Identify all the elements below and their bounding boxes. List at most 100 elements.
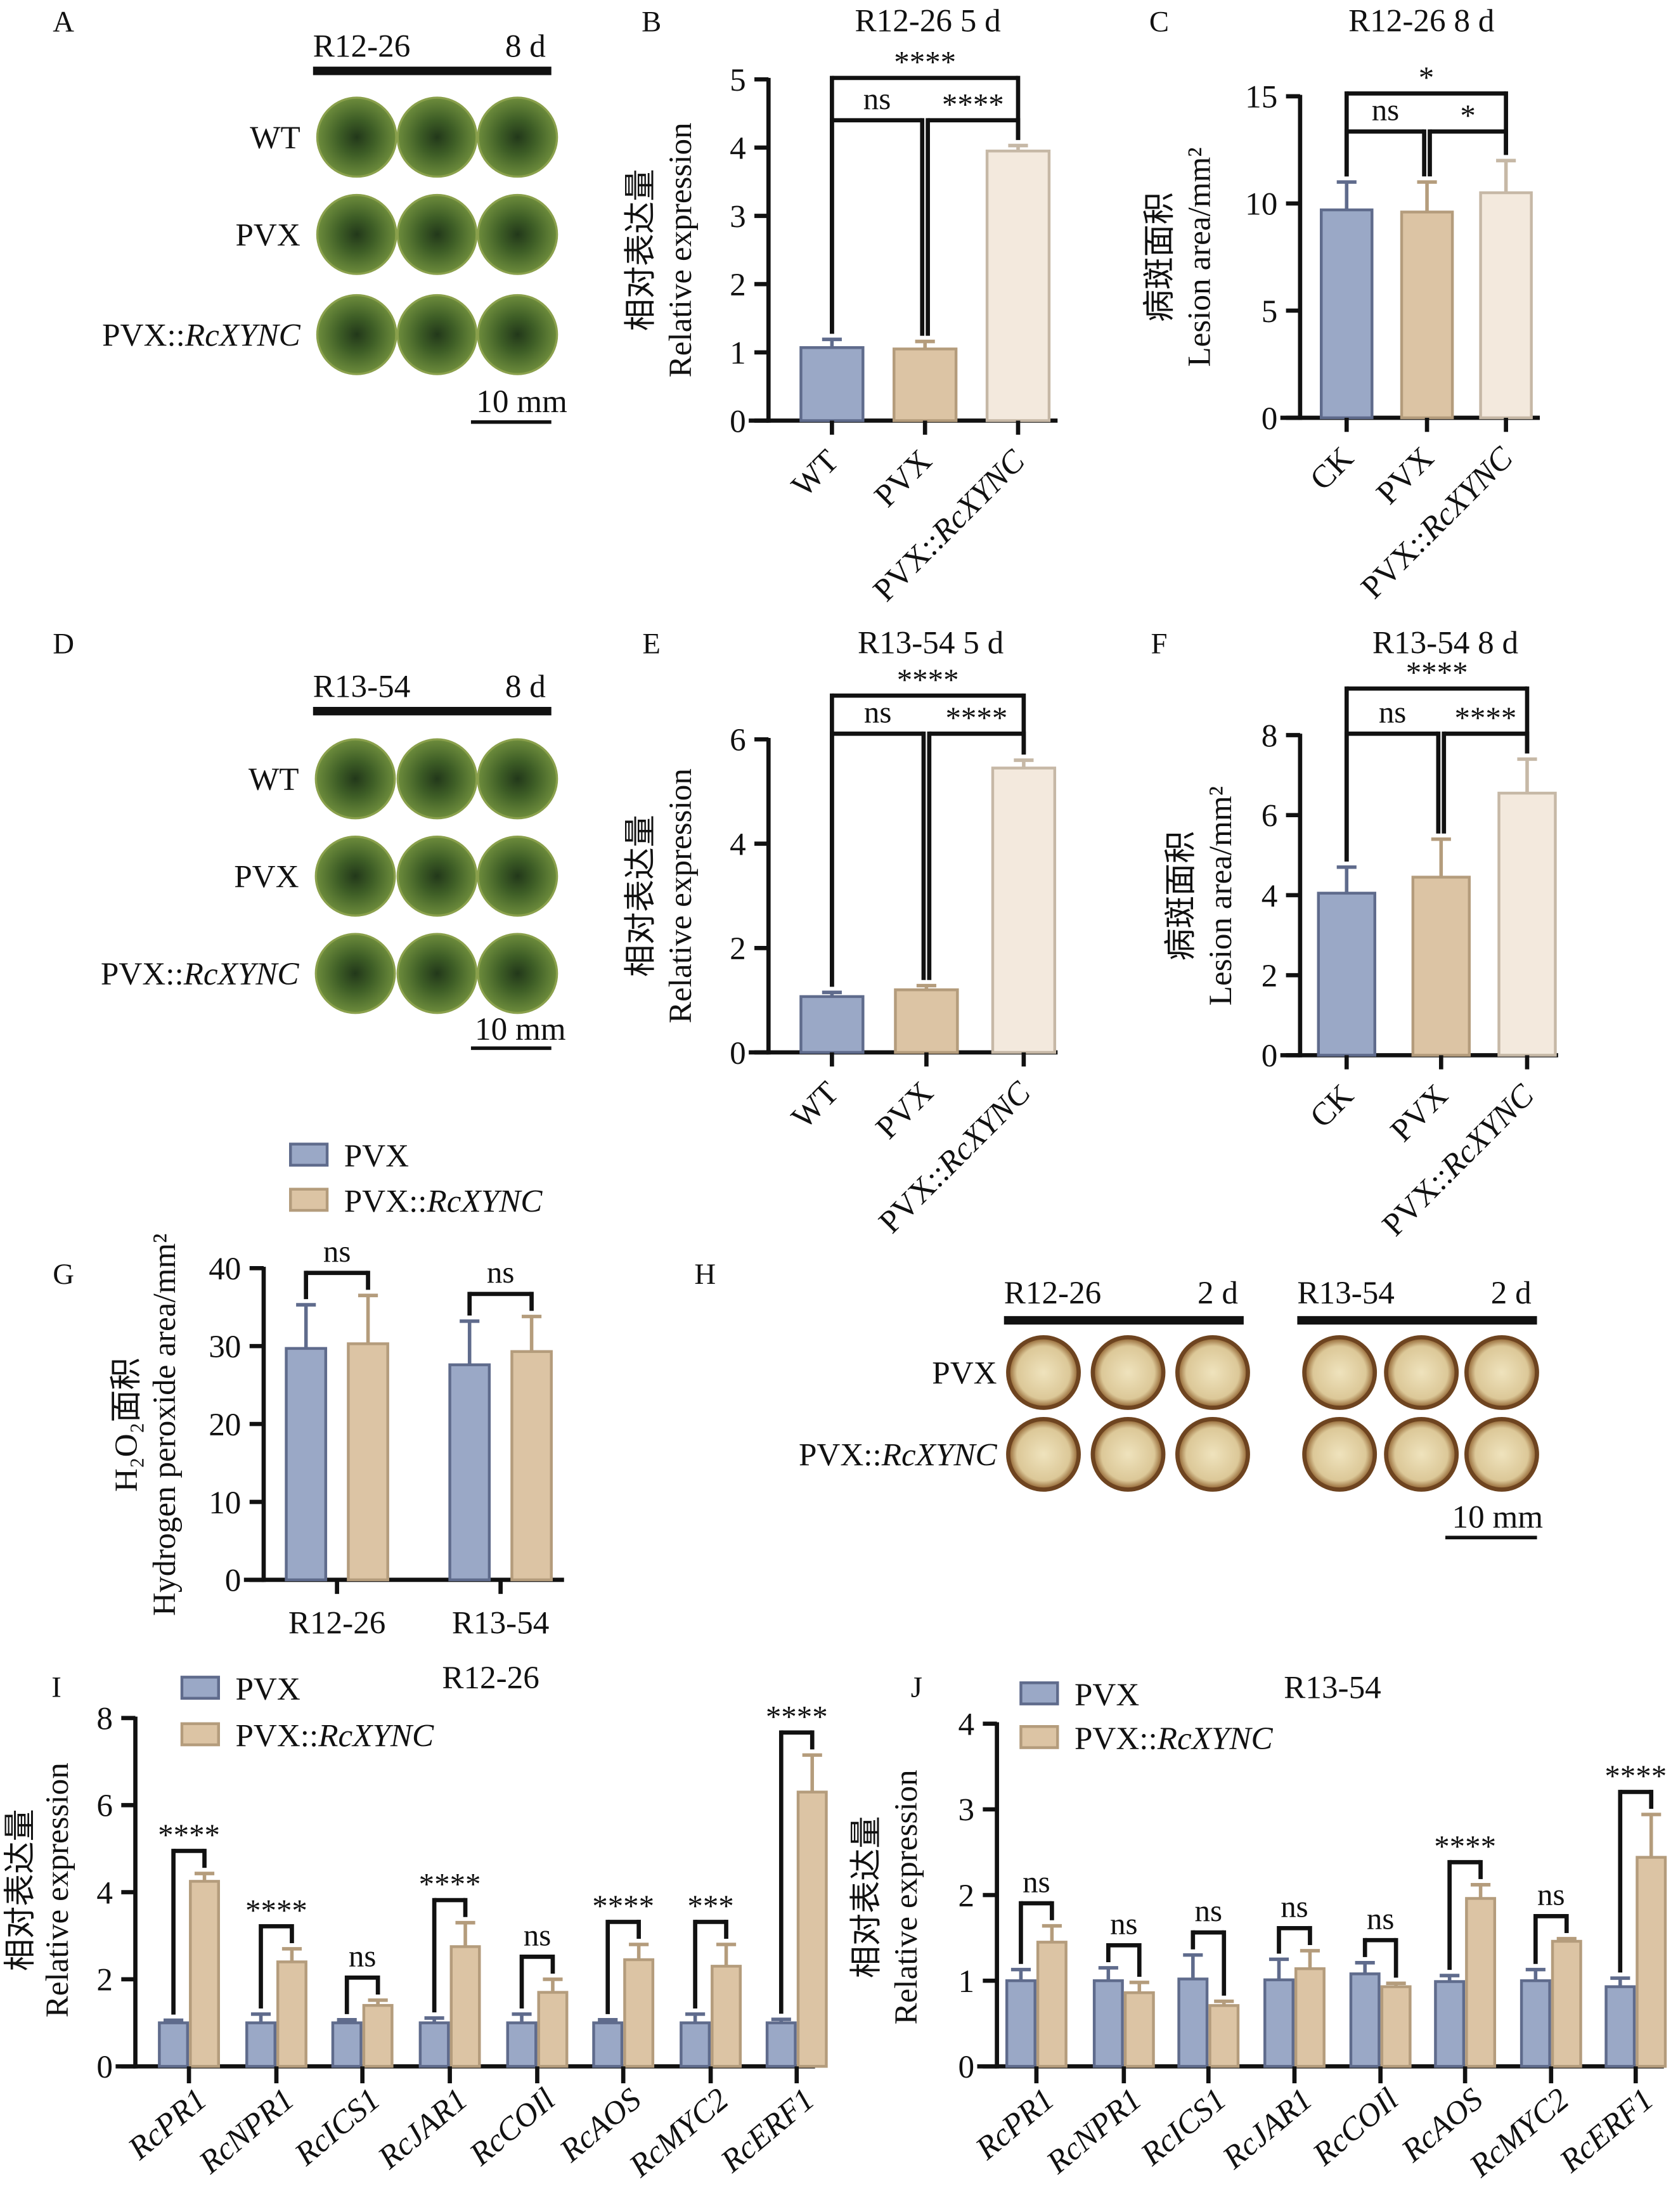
y-tick-label: 8: [1262, 718, 1278, 754]
time-label: 2 d: [1197, 1275, 1238, 1311]
significance-label: *: [1460, 98, 1475, 133]
bar: [510, 1350, 553, 1582]
bar: [1636, 1856, 1667, 2068]
bar: [331, 2021, 363, 2068]
y-tick-label: 4: [730, 131, 746, 167]
significance-label: *: [1419, 60, 1434, 95]
significance-label: ns: [1537, 1877, 1565, 1912]
x-tick-label: RcERF1: [1552, 2081, 1660, 2180]
significance-label: ****: [592, 1889, 654, 1924]
isolate-label: R13-54: [1297, 1275, 1394, 1311]
bar: [449, 1945, 481, 2068]
scale-bar-label: 10 mm: [1452, 1499, 1544, 1536]
panel-letter: G: [53, 1258, 74, 1291]
y-tick-label: 5: [730, 62, 746, 98]
significance-label: ****: [945, 700, 1007, 735]
x-tick-label: PVX: [867, 443, 939, 514]
stained-leaf-disc-photo: [1384, 1416, 1459, 1492]
y-axis-label: Relative expression: [888, 1769, 924, 2024]
chart-title: R12-26: [442, 1660, 539, 1696]
bar: [285, 1347, 328, 1582]
significance-label: ns: [1023, 1864, 1050, 1899]
y-axis-label-cn: 相对表达量: [623, 815, 659, 977]
leaf-disc-photo: [314, 738, 396, 820]
bar: [276, 1960, 307, 2068]
legend-swatch: [180, 1676, 221, 1700]
bar: [1479, 191, 1533, 420]
bar: [796, 1790, 828, 2068]
chart-panel-G: 0 10 20 30 40 H₂O₂面积 Hydrogen peroxide area/mm…: [53, 1138, 564, 1641]
stained-leaf-disc-photo: [1302, 1335, 1378, 1410]
chart-title: R12-26 8 d: [1348, 3, 1494, 39]
bar: [158, 2021, 190, 2068]
legend-swatch: [180, 1722, 221, 1747]
y-tick-label: 2: [958, 1878, 974, 1914]
y-tick-label: 0: [1262, 1038, 1278, 1074]
bar: [1434, 1980, 1466, 2068]
significance-label: ns: [1281, 1889, 1308, 1924]
legend-label: PVX::RcXYNC: [344, 1183, 543, 1219]
row-label: PVX::RcXYNC: [102, 318, 301, 354]
y-tick-label: 8: [96, 1701, 113, 1737]
leaf-disc-photo: [316, 193, 397, 275]
significance-label: ****: [1434, 1828, 1496, 1863]
y-axis-label-cn: 病斑面积: [1142, 192, 1178, 322]
row-label: PVX: [234, 859, 299, 895]
x-tick-label: RcJAR1: [371, 2081, 475, 2176]
y-axis-label-cn: 相对表达量: [623, 169, 659, 331]
row-label: PVX::RcXYNC: [799, 1437, 998, 1473]
x-tick-label: RcNPR1: [1039, 2081, 1148, 2182]
bar: [1177, 1977, 1209, 2068]
significance-label: ns: [349, 1939, 377, 1974]
bar: [799, 995, 865, 1054]
bar: [985, 149, 1051, 422]
y-tick-label: 0: [730, 403, 746, 439]
chart-title: R13-54: [1284, 1670, 1381, 1706]
panel-letter: C: [1149, 6, 1169, 39]
panel-letter: D: [53, 627, 74, 660]
x-tick-label: R12-26: [288, 1605, 385, 1641]
bar: [894, 988, 959, 1054]
significance-label: ****: [158, 1818, 220, 1853]
panel-letter: F: [1151, 627, 1167, 660]
bar: [1380, 1985, 1412, 2068]
x-tick-label: RcJAR1: [1215, 2081, 1319, 2176]
leaf-disc-photo: [477, 96, 558, 178]
y-axis-label: Relative expression: [39, 1762, 75, 2017]
y-axis-label-cn: H₂O₂面积: [108, 1357, 145, 1492]
leaf-disc-photo: [314, 835, 396, 917]
stained-leaf-disc-photo: [1006, 1416, 1081, 1492]
bar: [1520, 1979, 1551, 2068]
bar: [1263, 1978, 1294, 2068]
legend-swatch: [288, 1142, 329, 1167]
bar: [1036, 1941, 1068, 2068]
y-tick-label: 5: [1262, 294, 1278, 330]
panel-letter: J: [911, 1671, 922, 1704]
leaf-disc-photo: [396, 193, 478, 275]
chart-panel-E: 0 2 4 6 相对表达量 Relative expression R13-54 5 d E W…: [623, 624, 1058, 1240]
stained-leaf-disc-photo: [1384, 1335, 1459, 1410]
chart-panel-B: 0 1 2 3 4 5 相对表达量 Relative expression R12-26 5 d…: [623, 3, 1058, 609]
legend-label: PVX: [235, 1671, 300, 1707]
y-tick-label: 4: [1262, 878, 1278, 914]
bar: [893, 347, 958, 422]
chart-panel-C: 0 5 10 15 病斑面积 Lesion area/mm² R12-26 8 d C CK PV…: [1142, 3, 1540, 605]
legend-label: PVX::RcXYNC: [1075, 1721, 1274, 1757]
bar: [418, 2021, 450, 2068]
isolate-label: R12-26: [313, 29, 410, 65]
bar: [1294, 1967, 1326, 2068]
row-label: WT: [250, 120, 300, 156]
significance-label: ****: [1604, 1759, 1667, 1794]
y-axis-label-cn: 相对表达量: [3, 1809, 39, 1971]
y-axis-label: Hydrogen peroxide area/mm²: [146, 1233, 183, 1615]
bar: [592, 2021, 624, 2068]
leaf-disc-photo: [396, 933, 478, 1014]
stained-leaf-disc-photo: [1175, 1335, 1250, 1410]
bar: [1604, 1985, 1636, 2068]
significance-label: ns: [863, 81, 891, 116]
significance-label: ns: [1372, 93, 1400, 127]
